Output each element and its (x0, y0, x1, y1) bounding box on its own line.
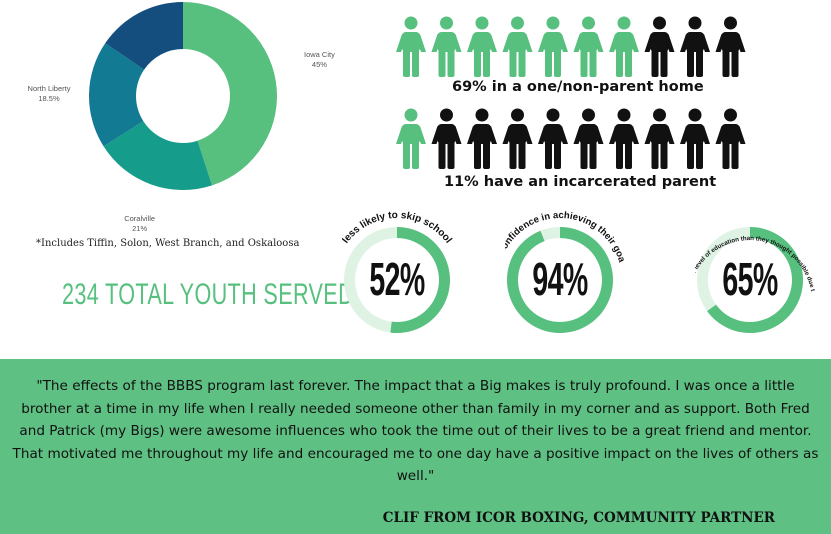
stat-ring: achieved a higher level of education tha… (695, 205, 815, 333)
testimonial-quote: "The effects of the BBBS program last fo… (12, 378, 819, 484)
person-icon-9 (680, 16, 710, 77)
city-donut-chart (89, 2, 277, 190)
incarcerated-caption: 11% have an incarcerated parent (444, 174, 717, 190)
stat-education: achieved a higher level of education tha… (695, 205, 815, 335)
footnote: *Includes Tiffin, Solon, West Branch, an… (36, 238, 300, 249)
donut-slice-4 (105, 2, 183, 70)
donut-label-name: Iowa City (304, 49, 335, 59)
one-parent-caption: 69% in a one/non-parent home (452, 79, 704, 95)
person-icon-6 (573, 16, 604, 77)
stat-percent: 52% (369, 253, 425, 305)
donut-label-value: 21% (132, 224, 148, 234)
quote-attribution: CLIF FROM ICOR BOXING, COMMUNITY PARTNER (382, 510, 775, 526)
donut-label-name: North Liberty (27, 83, 71, 93)
person-icon-5 (538, 108, 568, 169)
person-icon-7 (609, 108, 639, 169)
donut-label-value: 18.5% (38, 93, 60, 103)
donut-label-name: Coralville (124, 214, 156, 224)
person-icon-3 (467, 16, 497, 77)
donut-label-3: North Liberty 18.5% (19, 84, 79, 104)
donut-slice-2 (103, 121, 213, 190)
person-icon-2 (431, 108, 462, 169)
person-icon-4 (502, 16, 533, 77)
person-icon-7 (609, 16, 639, 77)
person-icon-10 (715, 108, 746, 169)
people-row-one-parent (396, 16, 746, 77)
donut-slice-3 (89, 43, 145, 147)
people-row-incarcerated (396, 108, 746, 169)
person-icon-4 (502, 108, 533, 169)
person-icon-3 (467, 108, 497, 169)
donut-slice-1 (183, 2, 277, 186)
stat-ring: less likely to skip school (342, 210, 454, 333)
person-icon-10 (715, 16, 746, 77)
donut-label-2: Coralville 21% (110, 214, 170, 234)
person-icon-1 (396, 108, 426, 169)
quote-band: "The effects of the BBBS program last fo… (0, 359, 831, 534)
person-icon-1 (396, 16, 426, 77)
person-icon-2 (431, 16, 462, 77)
person-icon-9 (680, 108, 710, 169)
person-icon-6 (573, 108, 604, 169)
stat-percent: 65% (722, 253, 778, 305)
person-icon-8 (644, 16, 675, 77)
ring-value (390, 227, 451, 333)
donut-label-1: Iowa City 45% (289, 50, 349, 70)
stat-percent: 94% (532, 253, 588, 305)
person-icon-8 (644, 108, 675, 169)
person-icon-5 (538, 16, 568, 77)
donut-label-value: 45% (311, 59, 327, 69)
stat-ring: felt confidence in achieving their goals (505, 205, 625, 333)
stat-confidence: felt confidence in achieving their goals… (505, 205, 625, 335)
total-youth-served: 234 TOTAL YOUTH SERVED (62, 278, 355, 311)
